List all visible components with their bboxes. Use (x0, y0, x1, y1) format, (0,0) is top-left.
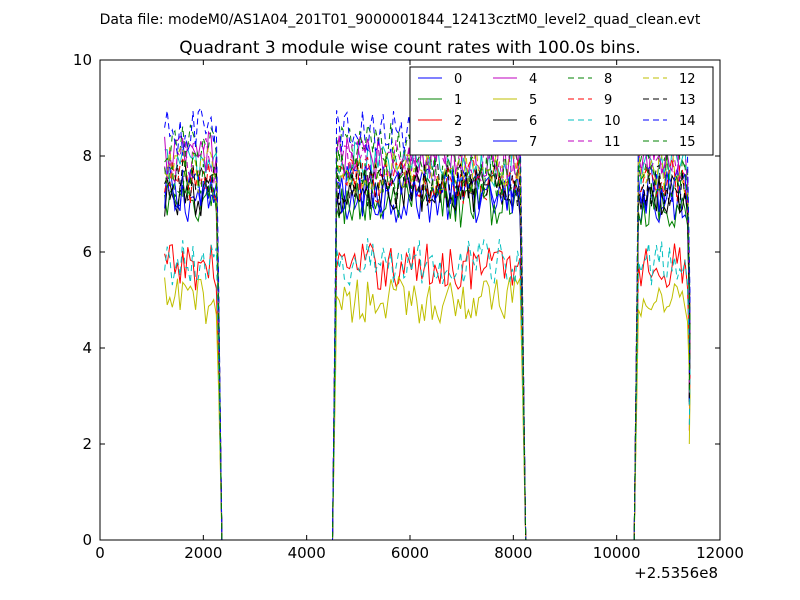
x-tick-label: 12000 (696, 544, 744, 562)
series-line-6 (164, 170, 691, 540)
y-tick-label: 6 (82, 243, 92, 261)
legend-label-3: 3 (454, 135, 462, 150)
series-layer (164, 106, 691, 540)
series-line-9 (164, 156, 691, 540)
y-tick-label: 2 (82, 435, 92, 453)
legend-label-0: 0 (454, 72, 462, 87)
chart-title: Quadrant 3 module wise count rates with … (179, 38, 640, 58)
y-tick-label: 10 (73, 51, 92, 69)
x-axis: 0 2000 4000 6000 8000 10000 12000 (95, 60, 744, 562)
series-line-2 (164, 242, 691, 540)
series-line-12 (164, 145, 691, 540)
series-line-0 (164, 175, 691, 540)
y-tick-label: 8 (82, 147, 92, 165)
series-line-14 (164, 106, 691, 540)
legend-label-6: 6 (529, 114, 537, 129)
legend-label-4: 4 (529, 72, 537, 87)
x-tick-label: 10000 (593, 544, 641, 562)
legend-label-15: 15 (679, 135, 696, 150)
x-tick-label: 2000 (184, 544, 222, 562)
series-line-15 (164, 151, 691, 540)
legend-label-11: 11 (604, 135, 621, 150)
series-line-10 (164, 238, 691, 540)
legend-box (409, 66, 714, 156)
series-line-13 (164, 159, 691, 540)
x-offset-label: +2.5356e8 (634, 564, 718, 582)
legend-label-13: 13 (679, 93, 696, 108)
figure-suptitle: Data file: modeM0/AS1A04_201T01_90000018… (100, 12, 701, 28)
legend-label-2: 2 (454, 114, 462, 129)
x-tick-label: 4000 (288, 544, 326, 562)
y-tick-label: 0 (82, 531, 92, 549)
legend-label-8: 8 (604, 72, 612, 87)
x-tick-label: 8000 (494, 544, 532, 562)
legend-label-12: 12 (679, 72, 696, 87)
legend-label-5: 5 (529, 93, 537, 108)
legend-label-7: 7 (529, 135, 537, 150)
x-tick-label: 0 (95, 544, 105, 562)
legend-label-9: 9 (604, 93, 612, 108)
legend-label-10: 10 (604, 114, 621, 129)
series-line-5 (164, 275, 691, 540)
y-tick-label: 4 (82, 339, 92, 357)
series-line-7 (164, 164, 691, 540)
legend-label-1: 1 (454, 93, 462, 108)
series-line-1 (164, 179, 691, 540)
legend-label-14: 14 (679, 114, 696, 129)
x-tick-label: 6000 (391, 544, 429, 562)
